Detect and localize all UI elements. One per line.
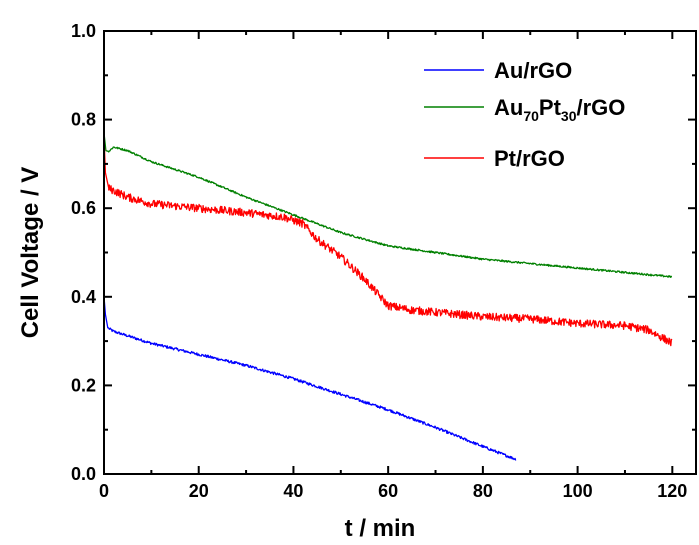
legend-subscript: 30 (561, 108, 577, 124)
axes-layer: 0 20 40 60 80 100 120 0.0 0.2 0.4 0.6 0.8 1.0 t / min… (17, 21, 697, 542)
x-tick-label: 0 (99, 481, 109, 501)
y-axis-title: Cell Voltage / V (17, 167, 44, 339)
y-tick-label: 1.0 (71, 21, 96, 41)
x-tick-label: 60 (378, 481, 398, 501)
x-axis-title: t / min (345, 515, 416, 542)
x-tick-label: 120 (657, 481, 687, 501)
y-tick-label: 0.2 (71, 375, 96, 395)
series-layer (103, 132, 673, 461)
legend-text-part: Pt (539, 95, 562, 120)
y-tick-label: 0.0 (71, 464, 96, 484)
x-tick-label: 80 (473, 481, 493, 501)
y-tick-label: 0.8 (71, 110, 96, 130)
x-tick-label: 40 (283, 481, 303, 501)
series-line-1 (103, 132, 673, 278)
legend-label-2: Pt/rGO (494, 146, 565, 171)
legend-text-part: /rGO (576, 95, 625, 120)
series-line-2 (103, 137, 673, 347)
legend-subscript: 70 (523, 108, 539, 124)
x-tick-label: 100 (563, 481, 593, 501)
legend-label-1: Au70Pt30/rGO (494, 95, 625, 124)
x-tick-label: 20 (189, 481, 209, 501)
legend-label-0: Au/rGO (494, 58, 572, 83)
y-tick-label: 0.4 (71, 287, 96, 307)
series-line-0 (103, 296, 517, 461)
legend-text-part: Au (494, 95, 523, 120)
y-tick-label: 0.6 (71, 198, 96, 218)
